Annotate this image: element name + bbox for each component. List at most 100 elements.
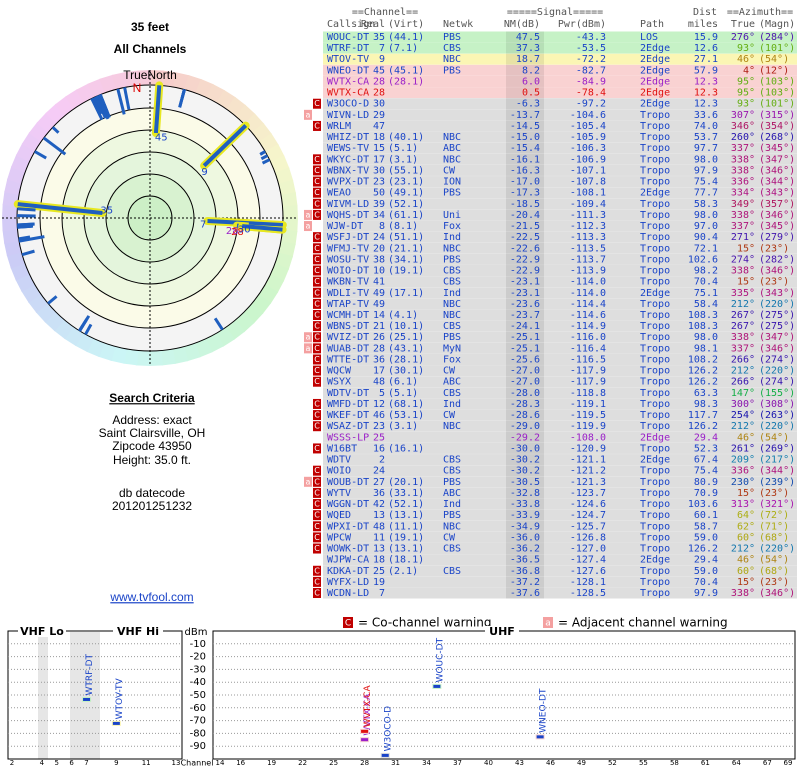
compass-ring: [2, 228, 20, 244]
cell-pwr: -97.2: [576, 99, 606, 110]
cell-callsign: W3OCO-D: [327, 99, 369, 110]
x-tick-label: 55: [639, 759, 648, 767]
x-tick-label: 25: [329, 759, 338, 767]
band-label: UHF: [489, 625, 515, 638]
cell-callsign: WTRF-DT: [327, 43, 369, 54]
nm-shade: [506, 365, 544, 377]
cell-nm: -34.9: [510, 521, 540, 532]
co-channel-flag: [313, 476, 321, 487]
flag-text: C: [314, 444, 320, 453]
cell-true: 267°: [731, 310, 755, 321]
flag-text: C: [314, 299, 320, 308]
cell-path: Tropo: [640, 199, 670, 210]
cell-callsign: WSYX: [327, 377, 351, 388]
cell-callsign: WOUB-DT: [327, 477, 369, 488]
compass-ring: [206, 83, 226, 104]
signal-bar: [21, 249, 35, 257]
cell-callsign: WVIZ-DT: [327, 332, 369, 343]
flag-text: C: [314, 266, 320, 275]
cell-magn: (346°): [759, 210, 795, 221]
cell-magn: (308°): [759, 399, 795, 410]
row-bg: [323, 42, 797, 54]
label-bg: [18, 626, 66, 637]
label-bg: [113, 626, 163, 637]
signal-bar: [17, 224, 32, 229]
cell-dist: 12.3: [694, 88, 718, 99]
cell-path: Tropo: [640, 221, 670, 232]
flag-text: a: [306, 477, 311, 486]
site-link[interactable]: www.tvfool.com: [109, 590, 193, 604]
cell-callsign: WIVN-LD: [327, 110, 369, 121]
cell-dist: 12.3: [694, 76, 718, 87]
cell-callsign: W16BT: [327, 443, 357, 454]
cell-magn: (71°): [759, 521, 789, 532]
cell-pwr: -114.0: [570, 288, 606, 299]
signal-bar: [47, 295, 58, 305]
cell-magn: (275°): [759, 310, 795, 321]
compass-ring: [54, 96, 75, 117]
cell-path: Tropo: [640, 521, 670, 532]
co-channel-flag: [313, 543, 321, 554]
x-tick-label: 52: [608, 759, 617, 767]
cell-true: 60°: [737, 566, 755, 577]
cell-nm: -17.0: [510, 177, 540, 188]
cell-netwk: MyN: [443, 343, 461, 354]
cell-callsign: WOSU-TV: [327, 254, 369, 265]
nm-shade: [506, 287, 544, 299]
adjacent-icon: [543, 617, 553, 628]
flag-text: C: [314, 255, 320, 264]
cell-nm: -28.3: [510, 399, 540, 410]
cell-callsign: WTOV-TV: [327, 54, 369, 65]
cell-magn: (103°): [759, 88, 795, 99]
cell-true: 212°: [731, 421, 755, 432]
nm-shade: [506, 520, 544, 532]
row-bg: [323, 153, 797, 165]
spectrum-chart: VHF Lo VHF Hi UHF dBm Channel -10 -20-30 -…: [7, 625, 796, 768]
cell-true: 338°: [731, 154, 755, 165]
cell-path: Tropo: [640, 132, 670, 143]
co-channel-flag: [313, 376, 321, 387]
cell-nm: -36.2: [510, 544, 540, 555]
cell-dist: 103.6: [688, 499, 718, 510]
cell-path: Tropo: [640, 577, 670, 588]
cell-netwk: Ind: [443, 399, 461, 410]
co-channel-flag: [313, 443, 321, 454]
cell-true: 338°: [731, 165, 755, 176]
cell-dist: 67.4: [694, 455, 718, 466]
cell-netwk: NBC: [443, 243, 461, 254]
cell-true: 266°: [731, 377, 755, 388]
nm-shade: [506, 376, 544, 388]
co-channel-flag: [313, 343, 321, 354]
cell-real: 21: [373, 321, 385, 332]
polar-label: 28: [231, 227, 244, 238]
nm-shade: [506, 498, 544, 510]
cell-virt: (8.1): [388, 221, 418, 232]
y-tick-label: -30: [190, 664, 206, 675]
cell-pwr: -121.3: [570, 477, 606, 488]
nm-shade: [506, 565, 544, 577]
cell-netwk: ION: [443, 177, 461, 188]
cell-pwr: -113.3: [570, 232, 606, 243]
cell-pwr: -106.3: [570, 143, 606, 154]
y-tick-label: -70: [190, 716, 206, 727]
co-channel-flag: [313, 287, 321, 298]
cell-dist: 126.2: [688, 366, 718, 377]
co-channel-flag: [313, 487, 321, 498]
compass-ring: [234, 312, 255, 333]
cell-pwr: -117.9: [570, 366, 606, 377]
cell-path: LOS: [640, 32, 658, 43]
cell-virt: (16.1): [388, 443, 424, 454]
cell-magn: (275°): [759, 321, 795, 332]
cell-real: 23: [373, 177, 385, 188]
signal-bar: [260, 150, 266, 156]
cell-magn: (284°): [759, 32, 795, 43]
cell-dist: 75.4: [694, 177, 718, 188]
cell-dist: 98.0: [694, 154, 718, 165]
cell-real: 10: [373, 266, 385, 277]
cell-virt: (23.1): [388, 177, 424, 188]
nm-shade: [506, 309, 544, 321]
cell-path: Tropo: [640, 121, 670, 132]
cell-callsign: WKBN-TV: [327, 277, 369, 288]
cell-real: 23: [373, 421, 385, 432]
flag-text: a: [306, 333, 311, 342]
